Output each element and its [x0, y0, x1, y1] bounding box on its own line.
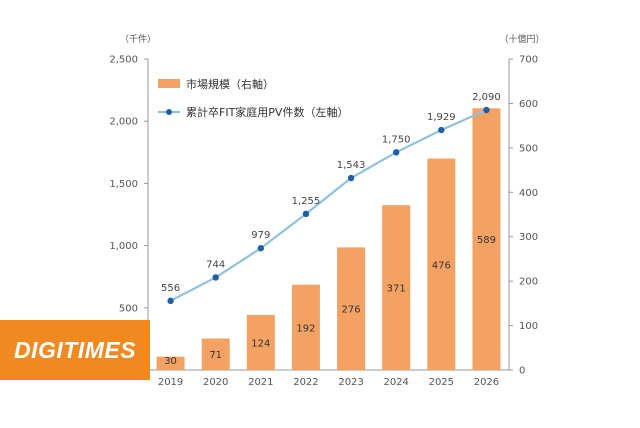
logo-text: DIGITIMES	[13, 336, 137, 363]
x-tick-label: 2022	[293, 377, 318, 388]
line-path	[170, 108, 487, 302]
line-series: 556 744 979 1,255 1,543 1,750 1,929 2,090	[161, 92, 501, 305]
x-tick-label: 2020	[203, 377, 228, 388]
right-tick-label: 300	[519, 232, 538, 243]
line-point	[257, 245, 265, 252]
line-value-label: 1,255	[292, 196, 321, 207]
left-tick-label: 500	[119, 303, 138, 314]
x-tick-label: 2019	[158, 377, 183, 388]
line-value-label: 979	[251, 230, 270, 241]
bar	[337, 247, 366, 370]
line-value-label: 2,090	[472, 92, 501, 103]
bar	[291, 284, 320, 370]
bar-value-label: 276	[342, 305, 361, 316]
legend-label-bar: 市場規模（右軸）	[186, 77, 274, 91]
right-axis-unit: （十億円）	[499, 33, 544, 45]
bar	[156, 356, 185, 370]
right-tick-label: 500	[519, 143, 538, 154]
bars: 30 71 124 192 276 371 476 589	[156, 108, 501, 371]
x-tick-label: 2021	[248, 377, 273, 388]
digitimes-logo: DIGITIMES	[0, 320, 150, 380]
line-point	[483, 106, 490, 114]
legend-label-line: 累計卒FIT家庭用PV件数（左軸）	[186, 105, 348, 119]
line-value-label: 1,750	[382, 134, 411, 145]
left-tick-label: 1,000	[109, 241, 138, 252]
bar-value-label: 192	[296, 323, 315, 334]
line-point	[392, 149, 400, 156]
axes: 500 1,000 1,500 2,000 2,500 0 100 200 300 400 500 6…	[109, 33, 544, 388]
x-tick-label: 2023	[338, 377, 363, 388]
legend-swatch-marker	[166, 109, 172, 115]
bar-value-label: 30	[164, 356, 177, 367]
left-tick-label: 2,500	[109, 55, 138, 66]
line-value-label: 1,543	[337, 160, 366, 171]
x-tick-label: 2024	[383, 377, 408, 388]
right-tick-label: 600	[519, 99, 538, 110]
line-point	[438, 126, 445, 134]
bar-value-label: 124	[251, 338, 270, 349]
bar	[201, 338, 230, 370]
legend-swatch-bar	[158, 79, 180, 88]
line-point	[347, 174, 355, 182]
line-point	[302, 210, 310, 218]
line-value-label: 744	[206, 259, 225, 270]
bar	[246, 314, 275, 370]
right-tick-label: 400	[519, 188, 538, 199]
bar-value-label: 71	[209, 350, 222, 361]
right-tick-label: 100	[519, 321, 538, 332]
bar-value-label: 476	[432, 260, 451, 271]
line-point	[167, 297, 174, 305]
bar-value-label: 371	[387, 284, 406, 295]
bar	[382, 205, 411, 370]
x-tick-label: 2026	[474, 377, 499, 388]
legend: 市場規模（右軸） 累計卒FIT家庭用PV件数（左軸）	[158, 77, 348, 119]
line-value-label: 556	[161, 283, 180, 294]
bar	[472, 108, 501, 371]
left-tick-label: 2,000	[109, 117, 138, 128]
line-value-label: 1,929	[427, 112, 456, 123]
left-axis-unit: （千件）	[120, 33, 156, 45]
left-tick-label: 1,500	[109, 179, 138, 190]
right-tick-label: 700	[519, 55, 538, 66]
bar-value-label: 589	[477, 235, 496, 246]
line-point	[212, 274, 219, 281]
bar	[427, 158, 456, 370]
x-tick-label: 2025	[429, 377, 454, 388]
right-tick-label: 200	[519, 277, 538, 288]
right-tick-label: 0	[519, 366, 525, 377]
